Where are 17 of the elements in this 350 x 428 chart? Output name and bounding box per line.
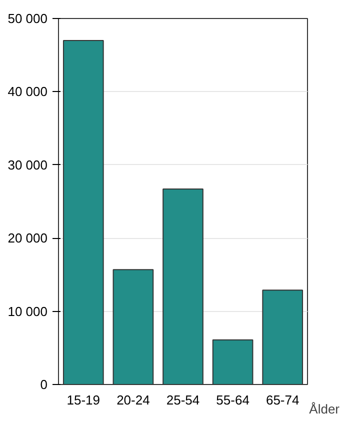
- x-tick-label: 65-74: [266, 392, 300, 408]
- y-tick-label: 40 000: [8, 84, 48, 100]
- x-axis-title: Ålder: [309, 402, 340, 416]
- y-tick-label: 10 000: [8, 304, 48, 319]
- x-tick-label: 15-19: [66, 392, 100, 408]
- bar: [162, 188, 204, 384]
- bar: [262, 290, 304, 384]
- y-tick-label: 20 000: [8, 230, 48, 246]
- x-tick-label: 25-54: [166, 392, 200, 408]
- bar: [212, 339, 254, 384]
- y-tick-label: 30 000: [8, 157, 48, 172]
- x-tick-label: 55-64: [216, 392, 250, 408]
- x-tick-label: 20-24: [116, 392, 150, 408]
- y-tick-label: 50 000: [8, 11, 48, 26]
- bar: [112, 269, 154, 384]
- y-tick-label: 0: [40, 377, 48, 392]
- bar: [62, 40, 104, 384]
